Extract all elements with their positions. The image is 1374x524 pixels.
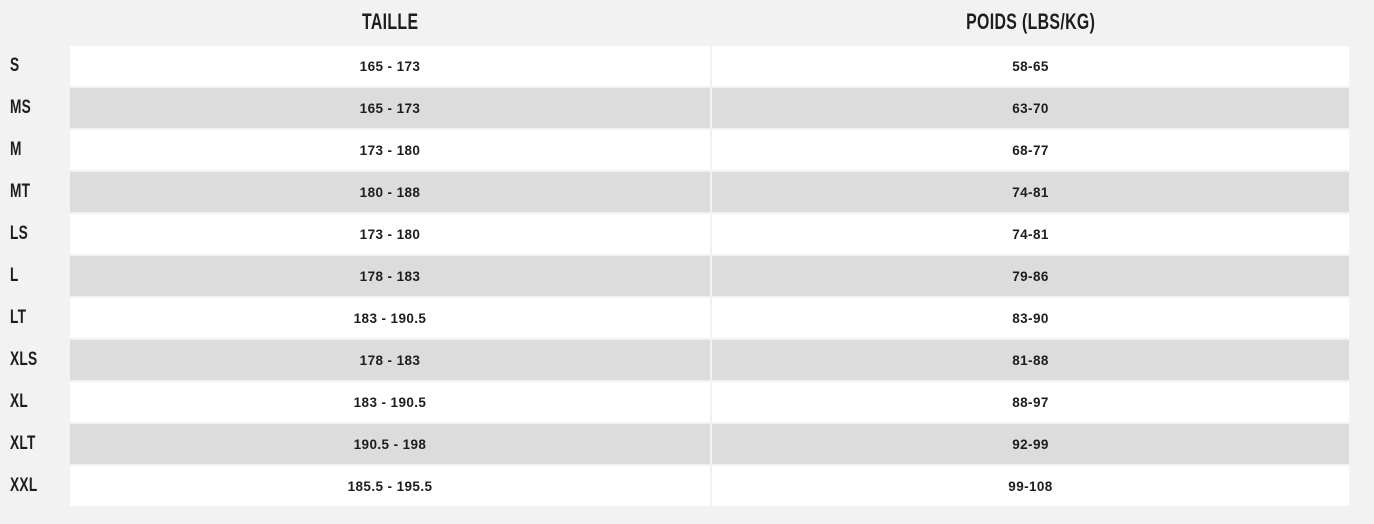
taille-value-cell: 165 - 173 xyxy=(70,88,710,128)
size-table: TAILLE POIDS (LBS/KG) S 165 - 173 58-65 MS 1… xyxy=(0,0,1349,506)
poids-value-cell: 74-81 xyxy=(712,214,1349,254)
row-size-label: S xyxy=(0,46,68,86)
poids-value-cell: 83-90 xyxy=(712,298,1349,338)
taille-value-cell: 173 - 180 xyxy=(70,214,710,254)
row-size-label: XL xyxy=(0,382,68,422)
row-size-label: XLS xyxy=(0,340,68,380)
size-label-text: XLT xyxy=(10,433,36,454)
size-label-text: XL xyxy=(10,391,29,412)
size-label-text: M xyxy=(10,139,22,160)
column-header-taille-label: TAILLE xyxy=(361,9,419,34)
row-size-label: LT xyxy=(0,298,68,338)
row-size-label: L xyxy=(0,256,68,296)
size-label-text: MS xyxy=(10,97,32,118)
row-size-label: MT xyxy=(0,172,68,212)
poids-value-cell: 92-99 xyxy=(712,424,1349,464)
taille-value-cell: 185.5 - 195.5 xyxy=(70,466,710,506)
row-size-label: XLT xyxy=(0,424,68,464)
column-header-poids: POIDS (LBS/KG) xyxy=(712,0,1349,44)
row-size-label: M xyxy=(0,130,68,170)
poids-value-cell: 88-97 xyxy=(712,382,1349,422)
poids-value-cell: 74-81 xyxy=(712,172,1349,212)
taille-value-cell: 183 - 190.5 xyxy=(70,298,710,338)
table-corner-cell xyxy=(0,0,68,44)
taille-value-cell: 190.5 - 198 xyxy=(70,424,710,464)
size-label-text: MT xyxy=(10,181,31,202)
row-size-label: MS xyxy=(0,88,68,128)
column-header-poids-label: POIDS (LBS/KG) xyxy=(965,9,1096,34)
size-label-text: S xyxy=(10,55,20,76)
taille-value-cell: 183 - 190.5 xyxy=(70,382,710,422)
taille-value-cell: 178 - 183 xyxy=(70,340,710,380)
size-label-text: XXL xyxy=(10,475,38,496)
taille-value-cell: 173 - 180 xyxy=(70,130,710,170)
size-label-text: LS xyxy=(10,223,29,244)
taille-value-cell: 165 - 173 xyxy=(70,46,710,86)
poids-value-cell: 68-77 xyxy=(712,130,1349,170)
poids-value-cell: 63-70 xyxy=(712,88,1349,128)
taille-value-cell: 180 - 188 xyxy=(70,172,710,212)
poids-value-cell: 79-86 xyxy=(712,256,1349,296)
size-label-text: XLS xyxy=(10,349,38,370)
poids-value-cell: 58-65 xyxy=(712,46,1349,86)
poids-value-cell: 81-88 xyxy=(712,340,1349,380)
row-size-label: XXL xyxy=(0,466,68,506)
column-header-taille: TAILLE xyxy=(70,0,710,44)
size-label-text: LT xyxy=(10,307,27,328)
size-label-text: L xyxy=(10,265,19,286)
poids-value-cell: 99-108 xyxy=(712,466,1349,506)
row-size-label: LS xyxy=(0,214,68,254)
taille-value-cell: 178 - 183 xyxy=(70,256,710,296)
